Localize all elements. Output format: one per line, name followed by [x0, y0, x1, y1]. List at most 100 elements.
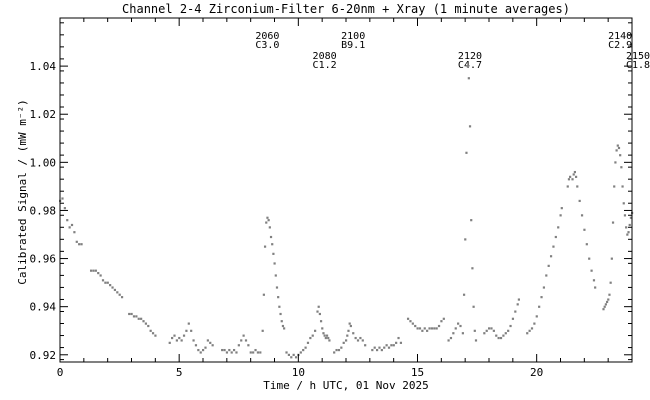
data-point: [267, 219, 270, 222]
data-point: [228, 348, 231, 352]
data-point: [118, 293, 121, 296]
data-point: [61, 197, 64, 200]
data-point: [442, 317, 445, 320]
data-point: [516, 303, 519, 306]
data-point: [192, 339, 195, 342]
data-point: [465, 151, 468, 154]
data-point: [540, 296, 543, 299]
data-point: [99, 274, 102, 277]
data-point: [309, 336, 312, 340]
data-point: [610, 257, 613, 260]
data-point: [319, 320, 323, 323]
data-point: [611, 221, 615, 224]
y-tick-label: 1.02: [30, 108, 57, 121]
x-axis-ticks: 0 5 10 15 20: [57, 18, 633, 379]
data-point: [371, 348, 374, 352]
data-point: [322, 332, 325, 335]
data-point: [149, 329, 152, 332]
data-point: [168, 341, 171, 344]
data-point: [94, 269, 97, 272]
data-point: [542, 286, 546, 289]
data-point: [571, 178, 574, 181]
data-point: [294, 356, 298, 359]
data-point: [247, 344, 250, 347]
data-point: [435, 327, 438, 330]
data-point: [411, 322, 414, 325]
data-point: [545, 274, 548, 277]
data-point: [628, 223, 631, 227]
data-point: [603, 305, 606, 308]
data-point: [104, 281, 107, 284]
annotation-class: C1.8: [626, 60, 650, 71]
annotation-id: 2100: [341, 31, 365, 42]
data-point: [517, 298, 520, 301]
data-point: [588, 257, 591, 260]
data-point: [324, 336, 327, 340]
data-point: [466, 65, 469, 68]
data-point: [175, 339, 178, 342]
data-point: [576, 185, 579, 188]
data-point: [421, 329, 424, 332]
annotation-class: C3.0: [255, 40, 279, 51]
data-point: [97, 271, 100, 275]
data-point: [283, 327, 286, 330]
x-tick-label: 20: [530, 366, 543, 379]
data-point: [617, 146, 621, 150]
data-point: [206, 339, 209, 342]
annotation-class: C4.7: [458, 60, 482, 71]
data-point: [265, 221, 268, 224]
data-point: [378, 346, 381, 349]
data-point: [202, 348, 205, 352]
data-point: [462, 293, 466, 296]
data-point: [304, 346, 307, 349]
data-point: [262, 293, 265, 296]
data-point: [204, 346, 207, 349]
y-tick-label: 0.92: [30, 349, 57, 362]
y-tick-label: 1.04: [30, 60, 57, 73]
data-point: [428, 327, 431, 330]
data-point: [470, 219, 473, 222]
data-point: [325, 334, 329, 337]
data-point: [418, 327, 422, 330]
data-point: [585, 243, 588, 246]
data-point: [566, 185, 569, 188]
data-point: [488, 327, 491, 330]
data-point: [627, 231, 630, 234]
data-point: [449, 336, 453, 340]
data-point: [348, 322, 351, 325]
data-point: [495, 334, 498, 337]
data-point: [621, 185, 624, 188]
data-point: [194, 344, 198, 347]
data-point: [499, 336, 503, 340]
data-point: [452, 332, 455, 335]
data-point: [390, 344, 393, 347]
data-point: [116, 291, 119, 294]
data-point: [605, 300, 609, 304]
data-point: [361, 339, 364, 342]
data-point: [259, 351, 262, 354]
annotation-class: C1.2: [313, 60, 337, 71]
data-point: [471, 267, 474, 270]
data-point: [574, 175, 578, 178]
annotation-id: 2140: [608, 31, 632, 42]
data-point: [254, 348, 257, 352]
data-point: [266, 216, 269, 219]
data-point: [528, 329, 531, 332]
data-point: [347, 329, 350, 332]
data-point: [240, 339, 243, 342]
data-point: [609, 281, 612, 284]
data-point: [244, 339, 248, 342]
data-point: [173, 334, 176, 337]
data-point: [464, 238, 467, 241]
data-point: [147, 324, 150, 328]
x-axis-label: Time / h UTC, 01 Nov 2025: [263, 379, 429, 392]
data-point: [237, 344, 240, 347]
data-point: [317, 305, 320, 308]
data-point: [437, 324, 441, 328]
data-point: [572, 173, 575, 176]
data-point: [261, 329, 264, 332]
data-point: [349, 324, 352, 328]
y-axis-ticks: 0.92 0.94 0.96 0.98 1.00 1.02 1.04: [30, 22, 632, 362]
data-point: [547, 264, 550, 267]
